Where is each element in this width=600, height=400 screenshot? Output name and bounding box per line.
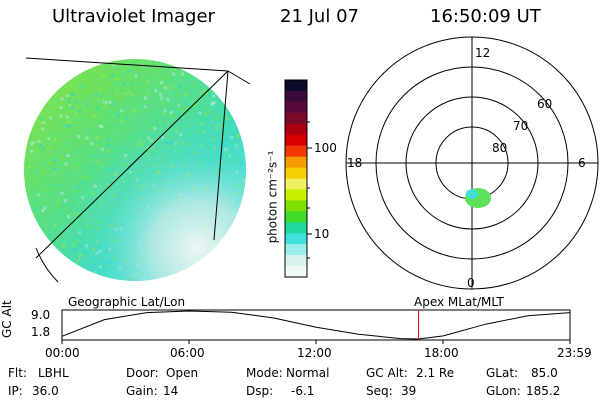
- altitude-tick-min: 1.8: [31, 325, 51, 339]
- filter-label: Flt:: [8, 366, 27, 380]
- glat-value: 85.0: [531, 366, 558, 380]
- mlt-label-12: 12: [475, 46, 491, 60]
- altitude-axis-ticks: [61, 340, 571, 344]
- gain-label: Gain:: [126, 384, 158, 398]
- color-scale-segment: [285, 233, 307, 245]
- date-label: 21 Jul 07: [280, 6, 359, 27]
- color-scale-tick-10: 10: [314, 227, 330, 241]
- altitude-track: [61, 310, 571, 340]
- apex-panel-label: Apex MLat/MLT: [414, 295, 504, 309]
- color-scale-segment: [285, 80, 307, 92]
- color-scale-segment: [285, 266, 307, 278]
- color-scale-segment: [285, 90, 307, 103]
- color-scale-segment: [285, 145, 307, 158]
- ip-value: 36.0: [32, 384, 59, 398]
- color-scale-segment: [285, 255, 307, 267]
- auroral-image: [24, 59, 246, 281]
- polar-mlat-mlt-plot: [345, 36, 599, 290]
- time-tick-0600: 06:00: [170, 346, 205, 360]
- ip-label: IP:: [8, 384, 23, 398]
- door-value: Open: [166, 366, 199, 380]
- glon-label: GLon:: [486, 384, 521, 398]
- color-scale-segment: [285, 189, 307, 201]
- dsp-value: -6.1: [291, 384, 315, 398]
- altitude-axis-label: GC Alt: [0, 300, 14, 338]
- time-tick-1200: 12:00: [297, 346, 332, 360]
- instrument-title: Ultraviolet Imager: [52, 6, 215, 27]
- color-scale-frame: [284, 79, 308, 278]
- time-tick-0000: 00:00: [45, 346, 80, 360]
- color-scale-segment: [285, 222, 307, 234]
- geographic-grid: [25, 57, 251, 283]
- color-scale-segment: [285, 123, 307, 136]
- mode-label: Mode:: [246, 366, 283, 380]
- door-label: Door:: [126, 366, 159, 380]
- altitude-tick-max: 9.0: [31, 308, 51, 322]
- gc-alt-value: 2.1 Re: [416, 366, 455, 380]
- altitude-series-line: [61, 310, 571, 340]
- gc-alt-label: GC Alt:: [366, 366, 408, 380]
- mlt-label-6: 6: [578, 156, 586, 170]
- color-scale-segment: [285, 211, 307, 223]
- color-scale-ticks: [307, 121, 312, 259]
- color-scale-segment: [285, 101, 307, 114]
- glon-value: 185.2: [526, 384, 561, 398]
- auroral-spot: [465, 188, 491, 208]
- filter-value: LBHL: [38, 366, 69, 380]
- color-scale-segment: [285, 178, 307, 191]
- gain-value: 14: [163, 384, 179, 398]
- geographic-panel-label: Geographic Lat/Lon: [68, 295, 186, 309]
- color-scale-tick-100: 100: [314, 141, 337, 155]
- color-scale-bar: [285, 80, 307, 278]
- mlt-label-0: 0: [467, 276, 475, 290]
- seq-value: 39: [401, 384, 417, 398]
- mlat-label-80: 80: [492, 141, 508, 155]
- mlat-label-60: 60: [537, 97, 553, 111]
- color-scale-segment: [285, 167, 307, 180]
- mode-value: Normal: [286, 366, 330, 380]
- time-label: 16:50:09 UT: [430, 6, 541, 27]
- color-scale-segment: [285, 244, 307, 256]
- time-tick-1800: 18:00: [424, 346, 459, 360]
- color-scale-segment: [285, 134, 307, 147]
- time-tick-2359: 23:59: [557, 346, 592, 360]
- dsp-label: Dsp:: [246, 384, 274, 398]
- seq-label: Seq:: [366, 384, 393, 398]
- color-scale-segment: [285, 200, 307, 212]
- color-scale-segment: [285, 112, 307, 125]
- color-scale-unit-label: photon cm⁻²s⁻¹: [265, 150, 280, 244]
- glat-label: GLat:: [486, 366, 519, 380]
- mlt-label-18: 18: [347, 156, 363, 170]
- color-scale-segment: [285, 156, 307, 169]
- mlat-label-70: 70: [513, 119, 529, 133]
